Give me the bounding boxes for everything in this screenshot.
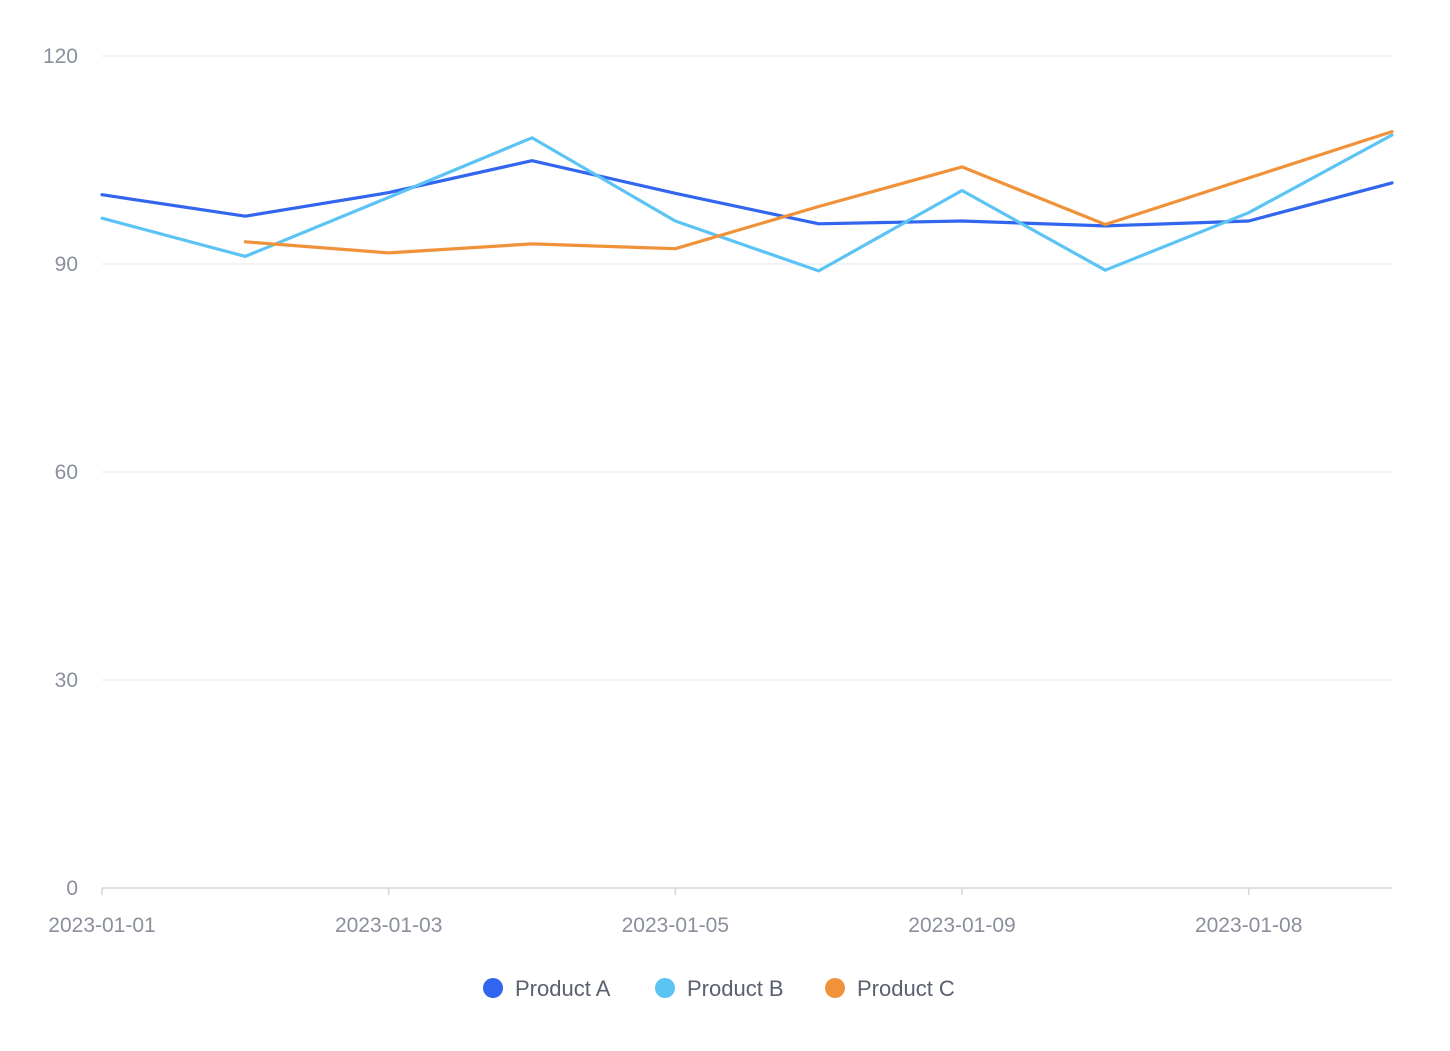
legend-item-product-b[interactable]: Product B [655,976,784,1001]
legend-label: Product A [515,976,611,1001]
legend-label: Product C [857,976,955,1001]
series-line-product-a [100,159,1394,228]
legend-item-product-c[interactable]: Product C [825,976,955,1001]
x-tick-label: 2023-01-03 [335,914,442,937]
x-tick-label: 2023-01-09 [908,914,1015,937]
legend-marker [825,978,845,998]
series-line-product-b [100,133,1394,273]
x-tick-label: 2023-01-01 [48,914,155,937]
legend-item-product-a[interactable]: Product A [483,976,611,1001]
series-line-product-c [243,130,1394,255]
x-tick-label: 2023-01-05 [622,914,729,937]
y-axis-labels: 0 30 60 90 120 [43,45,78,900]
y-tick-label: 120 [43,45,78,68]
x-axis [101,887,1392,895]
y-tick-label: 0 [66,877,78,900]
legend-marker [655,978,675,998]
x-tick-label: 2023-01-08 [1195,914,1302,937]
series-lines [100,130,1394,273]
grid-lines [102,55,1392,681]
y-tick-label: 60 [55,461,78,484]
x-axis-labels: 2023-01-01 2023-01-03 2023-01-05 2023-01-09… [48,914,1302,937]
legend[interactable]: Product A Product B Product C [483,976,955,1001]
y-tick-label: 30 [55,669,78,692]
legend-label: Product B [687,976,784,1001]
y-tick-label: 90 [55,253,78,276]
legend-marker [483,978,503,998]
